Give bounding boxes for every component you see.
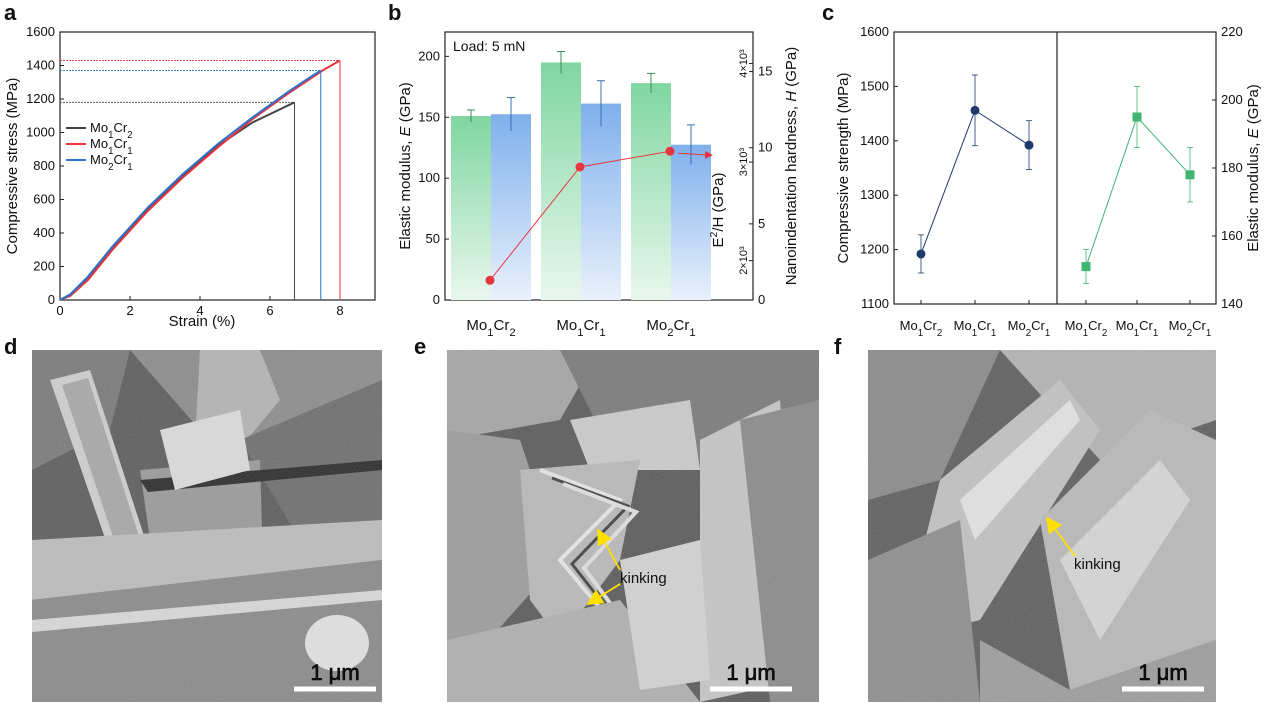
bar-modulus-Mo1Cr2: [451, 116, 491, 301]
strength-modulus-chart: 1100 1200 1300 1400 1500 1600 Mo1Cr2 Mo1Cr1 Mo2C…: [835, 24, 1262, 339]
chart-a-x-tick-label: 6: [266, 303, 273, 318]
legend-label-Mo1Cr2: Mo1Cr2: [90, 120, 133, 141]
chart-b-y-tick-label: 150: [418, 109, 440, 124]
chart-b-y2-label: Nanoindentation hardness, H (GPa): [783, 47, 800, 286]
series-line-Mo1Cr1: [59, 59, 341, 301]
scale-label-e: 1 μm: [726, 660, 775, 685]
kinking-arrow-e2: [586, 583, 621, 605]
chart-a-x-label: Strain (%): [169, 313, 236, 330]
chart-c-category-label: Mo2Cr1: [1008, 318, 1051, 339]
point-strength-Mo2Cr1: [1024, 140, 1034, 150]
chart-b-category-label: Mo2Cr1: [646, 317, 695, 339]
bar-modulus-Mo1Cr1: [541, 62, 581, 300]
panel-label-c: c: [822, 0, 834, 25]
chart-a-x-tick-label: 8: [336, 303, 343, 318]
kinking-label-e: kinking: [620, 570, 667, 587]
point-strength-Mo1Cr1: [970, 105, 980, 115]
point-e2h-Mo1Cr1: [575, 162, 585, 172]
sem-image-e: kinking 1 μm: [447, 350, 819, 702]
chart-a-y-tick-label: 600: [33, 192, 55, 207]
kinking-arrow-e1: [597, 528, 621, 571]
chart-a-y-tick-label: 1000: [26, 125, 55, 140]
chart-b-y3-label: E2/H (GPa): [708, 172, 727, 247]
chart-b-y-tick-label: 0: [433, 292, 440, 307]
bar-modulus-Mo2Cr1: [631, 83, 671, 300]
stress-strain-chart: 0 200 400 600 800 1000 1200 1400 1600 0 2 4 6 8 Mo1Cr2…: [4, 24, 376, 330]
panel-label-e: e: [414, 334, 426, 359]
chart-c-strength-tick-label: 1300: [860, 187, 889, 202]
chart-b-y3-tick-label: 2×10³: [738, 246, 750, 275]
panel-label-d: d: [4, 334, 17, 359]
chart-c-category-label: Mo1Cr1: [954, 318, 997, 339]
bar-hardness-Mo2Cr1: [671, 144, 711, 300]
e2h-axis-arrow: [677, 150, 713, 159]
kinking-label-f: kinking: [1074, 556, 1121, 573]
chart-a-y-tick-label: 1600: [26, 24, 55, 39]
series-line-modulus: [1085, 116, 1191, 267]
chart-a-y-tick-label: 800: [33, 158, 55, 173]
chart-b-y-label: Elastic modulus, E (GPa): [397, 82, 414, 250]
point-modulus-Mo1Cr1: [1132, 112, 1142, 122]
chart-c-strength-tick-label: 1200: [860, 242, 889, 257]
chart-b-y2-tick-label: 0: [758, 292, 765, 307]
chart-b-y-tick-label: 50: [426, 231, 440, 246]
kinking-arrow-f: [1045, 516, 1076, 557]
point-e2h-Mo1Cr2: [485, 275, 495, 285]
modulus-hardness-chart: 0 50 100 150 200 0 5 10 15 2×10³ 3×10³ 4×10³ Mo1Cr2 M…: [397, 31, 800, 339]
chart-b-y2-tick-label: 15: [758, 64, 772, 79]
chart-b-y-tick-label: 100: [418, 170, 440, 185]
chart-c-strength-tick-label: 1100: [861, 296, 889, 311]
panel-label-f: f: [834, 334, 842, 359]
chart-c-modulus-tick-label: 220: [1221, 24, 1243, 39]
chart-c-category-label: Mo1Cr2: [1065, 318, 1108, 339]
point-strength-Mo1Cr2: [916, 249, 926, 259]
bar-hardness-Mo1Cr2: [491, 114, 531, 301]
chart-c-y2-label: Elastic modulus, E (GPa): [1245, 84, 1262, 252]
chart-c-category-label: Mo1Cr2: [900, 318, 943, 339]
legend-label-Mo1Cr1: Mo1Cr1: [90, 136, 133, 157]
bar-hardness-Mo1Cr1: [581, 103, 621, 301]
chart-a-y-tick-label: 1400: [26, 58, 55, 73]
chart-a-y-tick-label: 1200: [26, 91, 55, 106]
chart-c-frame: [893, 31, 1217, 305]
chart-a-y-tick-label: 400: [33, 225, 55, 240]
chart-a-x-tick-label: 0: [56, 303, 63, 318]
scale-label-f: 1 μm: [1138, 660, 1187, 685]
scale-label-d: 1 μm: [310, 660, 359, 685]
sem-image-f: kinking 1 μm: [868, 350, 1216, 702]
series-line-Mo2Cr1: [59, 69, 322, 301]
chart-a-x-tick-label: 2: [126, 303, 133, 318]
legend-label-Mo2Cr1: Mo2Cr1: [90, 152, 133, 173]
chart-c-category-label: Mo1Cr1: [1116, 318, 1159, 339]
panel-label-a: a: [4, 0, 17, 25]
chart-b-y3-tick-label: 3×10³: [738, 148, 750, 177]
chart-c-strength-tick-label: 1500: [860, 78, 889, 93]
panel-label-b: b: [388, 0, 401, 25]
load-annotation: Load: 5 mN: [453, 38, 525, 54]
chart-a-y-label: Compressive stress (MPa): [4, 78, 21, 255]
chart-c-strength-tick-label: 1400: [860, 133, 889, 148]
chart-c-modulus-tick-label: 160: [1221, 228, 1243, 243]
chart-c-strength-tick-label: 1600: [860, 24, 889, 39]
sem-image-d: 1 μm: [32, 350, 382, 702]
chart-c-y-label: Compressive strength (MPa): [835, 73, 852, 264]
point-e2h-Mo2Cr1: [665, 146, 675, 156]
chart-c-modulus-tick-label: 180: [1221, 160, 1243, 175]
point-modulus-Mo1Cr2: [1081, 262, 1091, 272]
chart-b-y3-tick-label: 4×10³: [738, 49, 750, 78]
chart-b-y2-tick-label: 10: [758, 140, 772, 155]
chart-c-modulus-tick-label: 140: [1221, 296, 1243, 311]
chart-a-x-tick-label: 4: [196, 303, 203, 318]
point-modulus-Mo2Cr1: [1185, 170, 1195, 180]
chart-c-category-label: Mo2Cr1: [1169, 318, 1212, 339]
chart-b-category-label: Mo1Cr2: [466, 317, 515, 339]
chart-c-modulus-tick-label: 200: [1221, 92, 1243, 107]
chart-b-y-tick-label: 200: [418, 48, 440, 63]
chart-a-y-tick-label: 0: [48, 292, 55, 307]
chart-b-category-label: Mo1Cr1: [556, 317, 605, 339]
chart-a-y-tick-label: 200: [33, 259, 55, 274]
chart-b-y2-tick-label: 5: [758, 216, 765, 231]
